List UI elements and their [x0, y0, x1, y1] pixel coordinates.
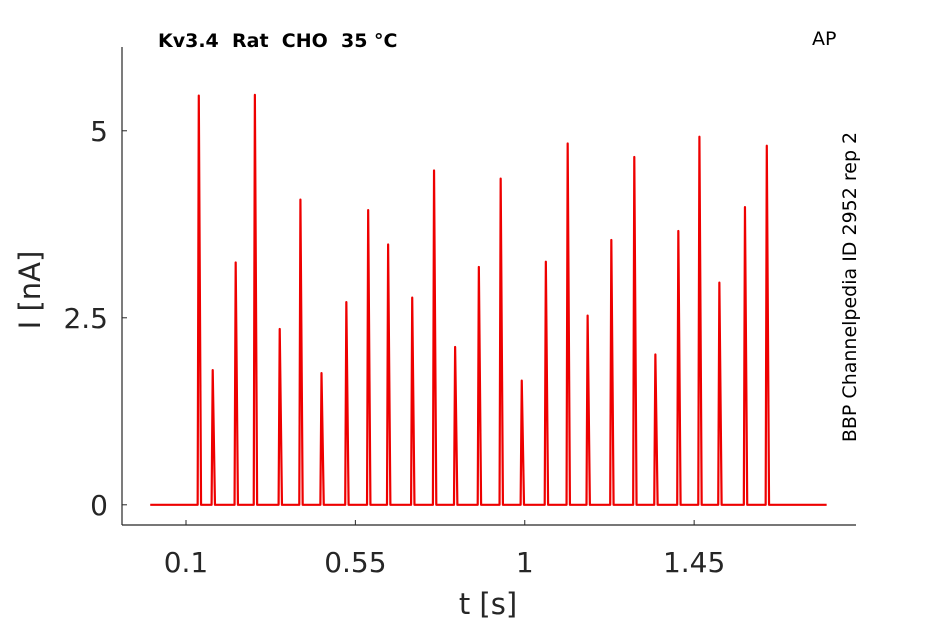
x-tick-label: 1 — [516, 546, 534, 579]
y-tick-label: 0 — [90, 489, 108, 522]
x-tick-label: 0.1 — [164, 546, 209, 579]
chart-title: Kv3.4 Rat CHO 35 °C — [158, 30, 398, 52]
x-tick-label: 1.45 — [663, 546, 725, 579]
trace-line — [150, 93, 827, 506]
y-tick-label: 5 — [90, 115, 108, 148]
y-axis-label: I [nA] — [13, 251, 47, 330]
side-label: BBP Channelpedia ID 2952 rep 2 — [839, 132, 861, 442]
annotation: AP — [812, 28, 836, 50]
y-tick-label: 2.5 — [63, 302, 108, 335]
x-axis-label: t [s] — [459, 587, 517, 621]
x-tick-label: 0.55 — [324, 546, 386, 579]
